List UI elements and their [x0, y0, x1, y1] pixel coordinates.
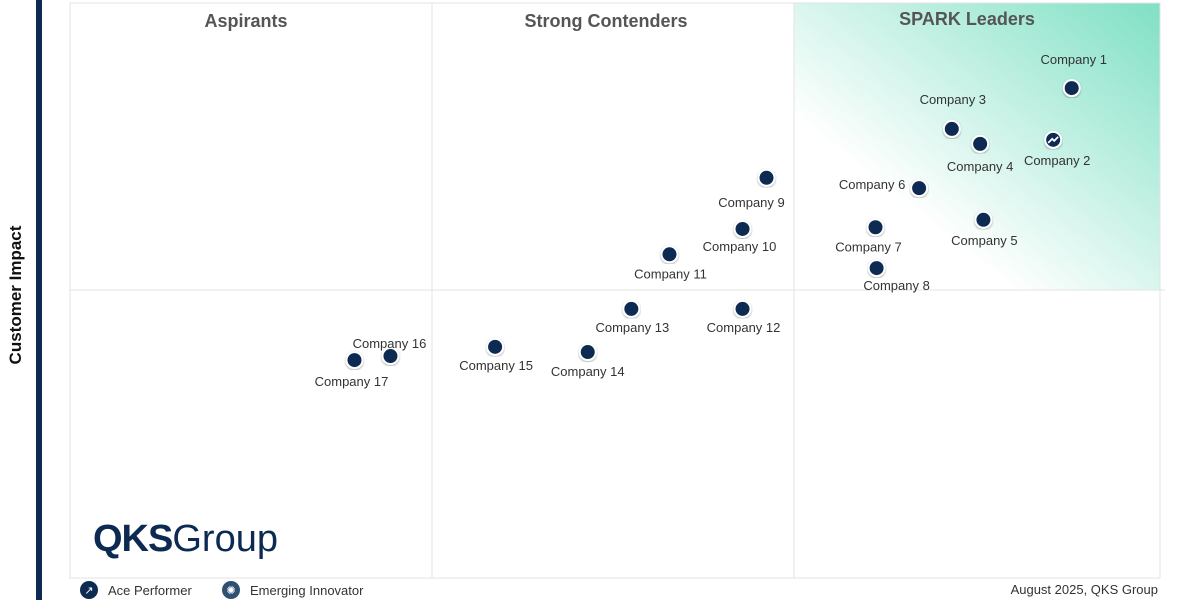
data-point: [1062, 79, 1081, 98]
data-point: [381, 347, 400, 366]
data-label: Company 1: [1040, 52, 1106, 67]
qks-logo: QKSGroup: [93, 518, 278, 560]
legend-emerging-innovator: ✺ Emerging Innovator: [222, 581, 363, 599]
data-point: [733, 299, 752, 318]
data-label: Company 9: [718, 195, 784, 210]
data-point: [974, 210, 993, 229]
data-point: [486, 337, 505, 356]
data-point: [345, 351, 364, 370]
data-point: [757, 168, 776, 187]
data-label: Company 15: [459, 358, 533, 373]
legend-label: Ace Performer: [108, 582, 192, 598]
data-label: Company 3: [920, 92, 986, 107]
data-label: Company 17: [315, 374, 389, 389]
data-point: [578, 343, 597, 362]
data-label: Company 8: [863, 278, 929, 293]
data-point: [867, 259, 886, 278]
data-point: [866, 218, 885, 237]
data-label: Company 4: [947, 159, 1013, 174]
data-label: Company 10: [703, 239, 777, 254]
data-point: [733, 219, 752, 238]
footer-credit: August 2025, QKS Group: [1010, 582, 1158, 597]
ace-performer-icon: [1047, 136, 1059, 144]
data-label: Company 6: [839, 177, 905, 192]
data-point: [622, 299, 641, 318]
data-point: [942, 119, 961, 138]
data-label: Company 11: [634, 266, 707, 281]
quadrant-title-aspirants: Aspirants: [204, 11, 287, 31]
y-axis-bar: [36, 0, 42, 600]
data-point: [660, 245, 679, 264]
quadrant-title-spark-leaders: SPARK Leaders: [899, 9, 1035, 29]
data-point: [910, 179, 929, 198]
legend-ace-performer: ↗ Ace Performer: [80, 581, 192, 599]
data-label: Company 14: [551, 364, 625, 379]
emerging-innovator-icon: ✺: [222, 581, 240, 599]
legend-label: Emerging Innovator: [250, 582, 364, 598]
data-label: Company 13: [595, 320, 669, 335]
data-label: Company 2: [1024, 153, 1090, 168]
ace-performer-icon: ↗: [80, 581, 98, 599]
data-label: Company 16: [353, 336, 427, 351]
data-point: [971, 134, 990, 153]
quadrant-title-strong-contenders: Strong Contenders: [524, 11, 687, 31]
data-label: Company 7: [835, 239, 901, 254]
data-label: Company 5: [951, 233, 1017, 248]
data-label: Company 12: [707, 320, 781, 335]
